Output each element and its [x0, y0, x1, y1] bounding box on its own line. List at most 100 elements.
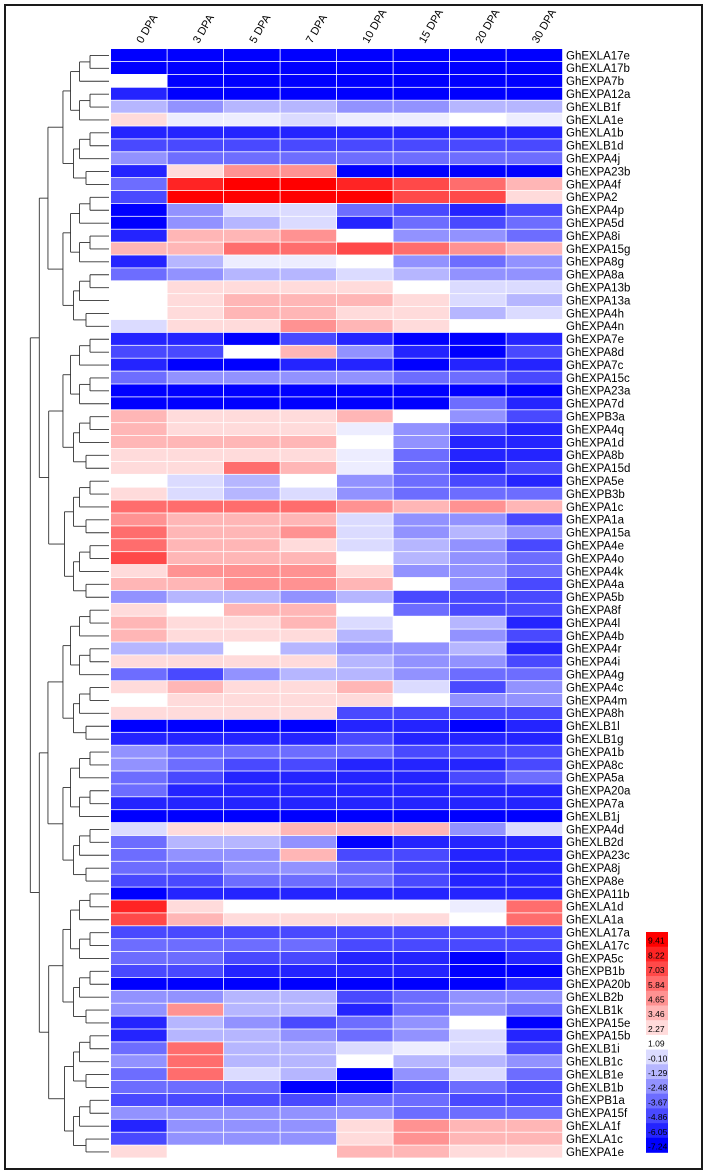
heatmap-cell: [506, 952, 563, 965]
legend-swatch: [646, 946, 668, 962]
heatmap-cell: [393, 74, 450, 87]
heatmap-cell: [224, 100, 280, 113]
heatmap-cell: [450, 629, 506, 642]
heatmap-cell: [224, 152, 280, 165]
heatmap-cell: [506, 668, 563, 681]
heatmap-cell: [111, 655, 167, 668]
heatmap-cell: [167, 913, 224, 926]
heatmap-cell: [167, 874, 224, 887]
heatmap-cell: [167, 823, 224, 836]
row-label: GhEXPA8j: [566, 863, 620, 875]
heatmap-cell: [167, 126, 224, 139]
heatmap-cell: [506, 384, 563, 397]
heatmap-cell: [280, 229, 337, 242]
heatmap-cell: [280, 216, 337, 229]
heatmap-cell: [450, 1016, 506, 1029]
heatmap-cell: [450, 1068, 506, 1081]
heatmap-cell: [506, 513, 563, 526]
heatmap-cell: [224, 410, 280, 423]
heatmap-cell: [337, 307, 393, 320]
heatmap-cell: [167, 706, 224, 719]
heatmap-cell: [167, 242, 224, 255]
heatmap-cell: [280, 1081, 337, 1094]
heatmap-cell: [167, 49, 224, 62]
row-label: GhEXPA5e: [566, 476, 624, 488]
heatmap-cell: [393, 526, 450, 539]
heatmap-cell: [337, 358, 393, 371]
heatmap-cell: [393, 1106, 450, 1119]
heatmap-cell: [224, 926, 280, 939]
heatmap-cell: [393, 1068, 450, 1081]
heatmap-cell: [337, 268, 393, 281]
heatmap-cell: [506, 216, 563, 229]
heatmap-cell: [224, 384, 280, 397]
heatmap-cell: [111, 577, 167, 590]
row-label: GhEXPA12a: [566, 89, 631, 101]
heatmap-cell: [167, 332, 224, 345]
heatmap-cell: [450, 887, 506, 900]
heatmap-cell: [224, 629, 280, 642]
heatmap-cell: [450, 732, 506, 745]
heatmap-cell: [111, 835, 167, 848]
heatmap-cell: [337, 1145, 393, 1158]
heatmap-cell: [450, 668, 506, 681]
heatmap-cell: [337, 900, 393, 913]
heatmap-cell: [111, 964, 167, 977]
heatmap-cell: [393, 887, 450, 900]
heatmap-cell: [450, 565, 506, 578]
heatmap-cell: [224, 1093, 280, 1106]
heatmap-cell: [506, 577, 563, 590]
heatmap-cell: [337, 887, 393, 900]
heatmap-cell: [393, 552, 450, 565]
heatmap-cell: [450, 410, 506, 423]
heatmap-cell: [224, 990, 280, 1003]
heatmap-cell: [337, 1119, 393, 1132]
heatmap-cell: [224, 397, 280, 410]
heatmap-cell: [280, 603, 337, 616]
heatmap-cell: [506, 500, 563, 513]
heatmap-cell: [393, 190, 450, 203]
heatmap-cell: [393, 487, 450, 500]
heatmap-cell: [224, 61, 280, 74]
legend-label: -7.24: [648, 1142, 668, 1152]
heatmap-cell: [224, 268, 280, 281]
legend-label: -0.10: [648, 1053, 668, 1063]
heatmap-cell: [224, 694, 280, 707]
heatmap-cell: [506, 165, 563, 178]
heatmap-cell: [337, 513, 393, 526]
heatmap-cell: [224, 1055, 280, 1068]
heatmap-cell: [167, 410, 224, 423]
heatmap-cell: [337, 294, 393, 307]
heatmap-cell: [111, 797, 167, 810]
heatmap-cell: [450, 784, 506, 797]
legend-swatch: [646, 1123, 668, 1139]
heatmap-cell: [450, 719, 506, 732]
heatmap-cell: [506, 526, 563, 539]
row-label: GhEXLB1e: [566, 1069, 624, 1081]
heatmap-cell: [506, 294, 563, 307]
heatmap-cell: [450, 139, 506, 152]
heatmap-cell: [224, 358, 280, 371]
heatmap-cell: [280, 358, 337, 371]
heatmap-cell: [167, 603, 224, 616]
row-label: GhEXLB2b: [566, 992, 624, 1004]
heatmap-cell: [393, 848, 450, 861]
heatmap-cell: [167, 74, 224, 87]
heatmap-cell: [506, 926, 563, 939]
heatmap-cell: [167, 371, 224, 384]
heatmap-cell: [450, 358, 506, 371]
heatmap-cell: [224, 319, 280, 332]
heatmap-cell: [167, 655, 224, 668]
heatmap-cell: [450, 964, 506, 977]
heatmap-cell: [111, 49, 167, 62]
heatmap-cell: [393, 513, 450, 526]
heatmap-cell: [450, 590, 506, 603]
heatmap-cell: [167, 216, 224, 229]
heatmap-cell: [111, 332, 167, 345]
heatmap-cell: [337, 1042, 393, 1055]
heatmap-cell: [280, 784, 337, 797]
heatmap-cell: [280, 61, 337, 74]
heatmap-cell: [506, 887, 563, 900]
legend-label: 3.46: [648, 1009, 665, 1019]
heatmap-cell: [337, 913, 393, 926]
